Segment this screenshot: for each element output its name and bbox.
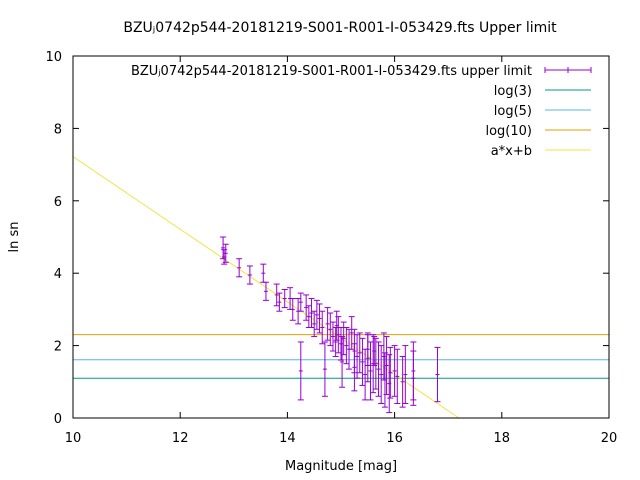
data-point xyxy=(394,348,401,405)
legend: BZUⱼ0742p544-20181219-S001-R001-I-053429… xyxy=(131,64,592,159)
data-point xyxy=(311,310,318,338)
data-point xyxy=(297,292,304,312)
data-point xyxy=(380,332,387,381)
errorbar-series xyxy=(220,236,441,414)
data-point xyxy=(399,355,406,408)
data-point xyxy=(367,341,374,401)
chart-title: BZUⱼ0742p544-20181219-S001-R001-I-053429… xyxy=(123,20,557,36)
plot-frame xyxy=(72,55,610,419)
legend-label: log(5) xyxy=(494,104,532,119)
data-point xyxy=(289,298,296,321)
y-tick-label: 6 xyxy=(54,195,62,210)
x-axis-label: Magnitude [mag] xyxy=(285,459,397,474)
data-point xyxy=(375,341,382,397)
legend-label: log(10) xyxy=(485,124,532,139)
data-point xyxy=(338,327,344,361)
x-tick-label: 18 xyxy=(494,431,511,446)
x-tick-label: 10 xyxy=(65,431,82,446)
data-point xyxy=(329,321,336,352)
data-point xyxy=(246,265,253,285)
data-point xyxy=(297,341,304,401)
y-tick-label: 10 xyxy=(45,50,62,65)
y-tick-label: 8 xyxy=(54,122,62,137)
data-point xyxy=(327,312,334,347)
data-point xyxy=(362,348,369,401)
data-point xyxy=(356,332,363,374)
data-point xyxy=(391,345,398,397)
data-point xyxy=(281,288,288,309)
data-point xyxy=(387,346,394,399)
data-point xyxy=(303,294,310,321)
data-point xyxy=(305,305,312,328)
legend-label: log(3) xyxy=(494,84,532,99)
data-point xyxy=(319,310,326,345)
data-point xyxy=(276,292,283,312)
data-point xyxy=(378,345,385,405)
y-axis-label: ln sn xyxy=(7,222,22,253)
data-point xyxy=(321,341,328,397)
data-point xyxy=(383,336,390,395)
data-point xyxy=(343,327,350,365)
data-point xyxy=(313,299,320,330)
data-point xyxy=(372,337,379,390)
data-point xyxy=(220,236,227,260)
data-point xyxy=(351,343,358,392)
data-point xyxy=(335,316,342,354)
data-point xyxy=(386,354,393,414)
data-point xyxy=(434,346,441,403)
axis-ticks: 10 12 14 16 18 20 0 2 4 6 8 10 xyxy=(45,50,617,446)
data-point xyxy=(332,327,339,357)
data-point xyxy=(308,298,315,328)
y-tick-label: 0 xyxy=(54,412,62,427)
data-point xyxy=(273,283,280,307)
x-tick-label: 16 xyxy=(386,431,403,446)
legend-label: a*x+b xyxy=(491,144,532,159)
data-point xyxy=(359,337,366,386)
series-lines xyxy=(72,156,609,419)
data-point xyxy=(354,334,361,379)
data-point xyxy=(221,249,228,265)
data-point xyxy=(324,307,331,341)
legend-label: BZUⱼ0742p544-20181219-S001-R001-I-053429… xyxy=(131,64,532,79)
data-point xyxy=(402,345,409,405)
y-tick-label: 4 xyxy=(54,267,62,282)
x-tick-label: 14 xyxy=(279,431,296,446)
data-point xyxy=(364,332,371,367)
data-point xyxy=(260,263,267,283)
data-point xyxy=(410,341,417,401)
data-point xyxy=(236,258,243,278)
y-tick-label: 2 xyxy=(54,340,62,355)
data-point xyxy=(262,281,269,301)
x-tick-label: 12 xyxy=(172,431,189,446)
data-point xyxy=(316,303,323,334)
x-tick-label: 20 xyxy=(601,431,618,446)
